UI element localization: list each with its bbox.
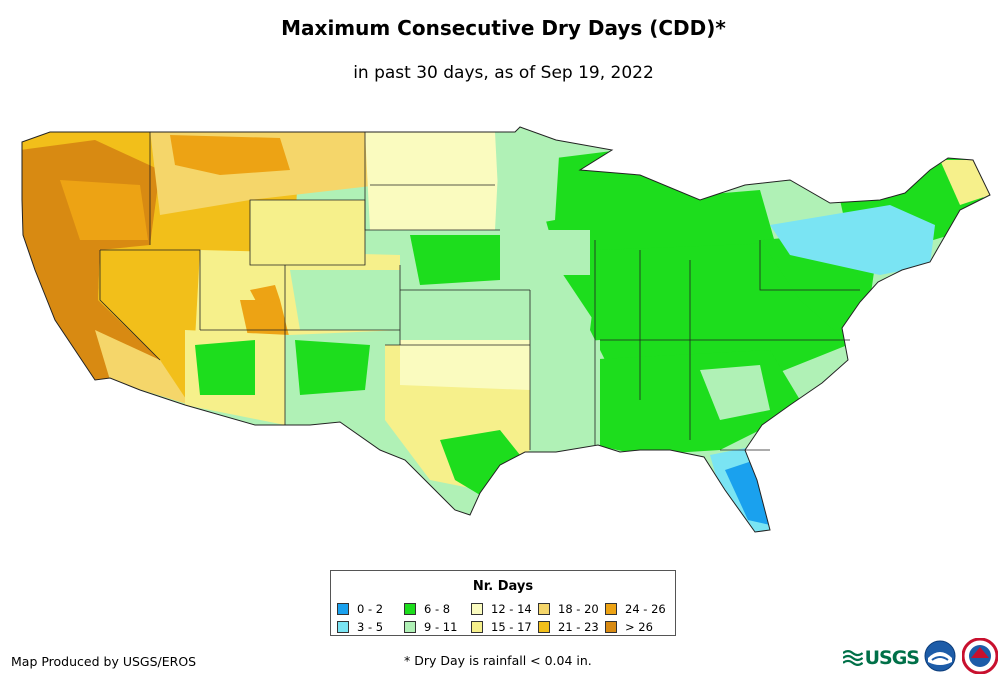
legend-swatch [538, 602, 550, 615]
legend-label: 3 - 5 [357, 619, 384, 634]
legend-item: 9 - 11 [404, 619, 471, 634]
region-montana-dry [170, 135, 290, 175]
usgs-wave-icon [843, 650, 863, 666]
legend-label: 21 - 23 [558, 619, 599, 634]
legend-label: 15 - 17 [491, 619, 532, 634]
region-northern-plains [365, 132, 500, 230]
legend-item: 18 - 20 [538, 601, 605, 616]
region-northeast-wet [770, 205, 935, 275]
region-arizona-green [195, 340, 255, 395]
legend-title: Nr. Days [472, 579, 534, 594]
us-dry-days-map [21, 126, 991, 533]
state-borders [99, 132, 860, 451]
legend-swatch [471, 620, 483, 633]
legend-label: 6 - 8 [424, 601, 451, 616]
legend-label: 18 - 20 [558, 601, 599, 616]
legend-item: > 26 [605, 619, 672, 634]
us-outline [21, 126, 991, 533]
legend-item: 12 - 14 [471, 601, 538, 616]
dry-day-footnote: * Dry Day is rainfall < 0.04 in. [404, 653, 592, 668]
region-colorado-plains [290, 270, 400, 330]
legend-label: > 26 [625, 619, 653, 634]
region-oklahoma [400, 340, 530, 390]
legend-grid: 0 - 2 6 - 8 12 - 14 18 - 20 24 - 26 3 - … [337, 601, 672, 634]
region-southeast-light [700, 365, 770, 420]
region-minnesota [495, 132, 560, 230]
legend-swatch [404, 602, 416, 615]
legend-swatch [605, 620, 617, 633]
map-subtitle: in past 30 days, as of Sep 19, 2022 [353, 63, 654, 83]
legend-swatch [471, 602, 483, 615]
region-louisiana-arkansas [530, 340, 600, 450]
legend-item: 6 - 8 [404, 601, 471, 616]
usgs-logo-text: USGS [864, 647, 920, 669]
legend-item: 24 - 26 [605, 601, 672, 616]
region-iowa [500, 230, 590, 275]
region-utah-dry [250, 285, 280, 305]
legend-swatch [538, 620, 550, 633]
map-title: Maximum Consecutive Dry Days (CDD)* [281, 16, 726, 40]
legend-label: 0 - 2 [357, 601, 384, 616]
map-credit: Map Produced by USGS/EROS [11, 654, 197, 669]
usgs-logo: USGS [843, 644, 920, 672]
legend-label: 9 - 11 [424, 619, 458, 634]
legend-swatch [605, 602, 617, 615]
legend-item: 15 - 17 [471, 619, 538, 634]
legend-swatch [404, 620, 416, 633]
nws-logo-icon [962, 638, 998, 674]
region-oregon-core [60, 180, 148, 240]
noaa-logo-icon [924, 640, 956, 672]
legend-item: 21 - 23 [538, 619, 605, 634]
region-great-basin [98, 250, 200, 360]
region-nebraska-green [410, 235, 500, 285]
legend-item: 3 - 5 [337, 619, 404, 634]
legend-label: 24 - 26 [625, 601, 666, 616]
region-southern-california [95, 330, 190, 405]
legend-swatch [337, 620, 349, 633]
region-wyoming [250, 200, 365, 265]
legend-label: 12 - 14 [491, 601, 532, 616]
legend-item: 0 - 2 [337, 601, 404, 616]
region-nm-green [295, 340, 370, 395]
legend-swatch [337, 602, 349, 615]
region-maine-dry [940, 160, 990, 205]
legend: Nr. Days 0 - 2 6 - 8 12 - 14 18 - 20 24 … [330, 570, 676, 636]
region-texas-green [440, 430, 520, 495]
